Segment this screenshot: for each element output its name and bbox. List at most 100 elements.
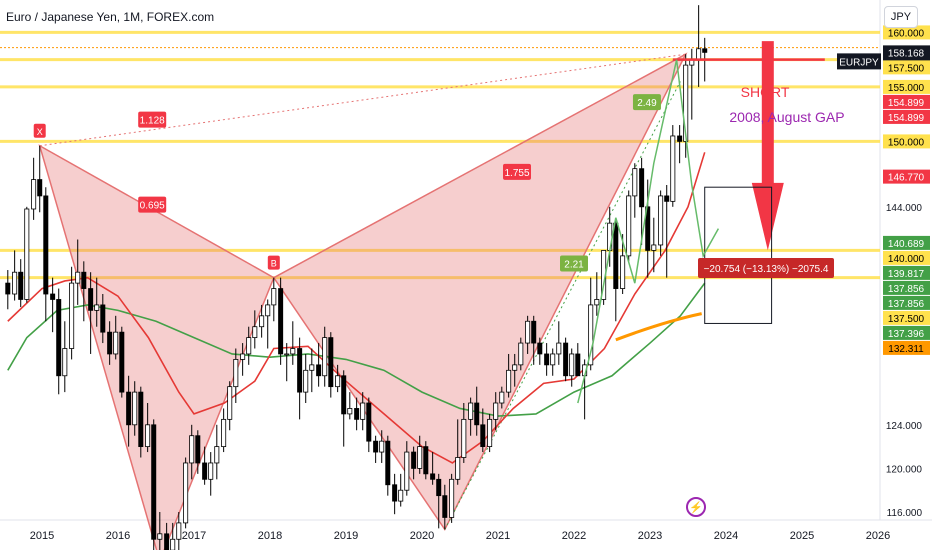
candle-body <box>189 435 195 464</box>
price-label-bg <box>883 250 930 265</box>
candle-body <box>309 364 315 371</box>
candle-body <box>512 364 518 371</box>
candle-body <box>119 331 125 393</box>
candle-body <box>107 331 113 355</box>
ratio-label: 2.21 <box>564 259 584 270</box>
candle-body <box>455 457 461 480</box>
candle-body <box>50 293 56 300</box>
candle-body <box>550 353 556 366</box>
candle-body <box>303 369 309 393</box>
price-label-bg <box>883 325 930 340</box>
short-label: SHORT <box>741 84 790 100</box>
projection-path <box>577 59 720 404</box>
price-label-bg <box>883 280 930 295</box>
orange-trend-line <box>615 312 702 342</box>
pattern-triangle-bcd <box>272 52 688 531</box>
candle-body <box>151 424 157 540</box>
year-tick: 2018 <box>258 530 282 542</box>
candle-body <box>658 195 664 246</box>
short-arrow-shaft <box>761 41 774 191</box>
short-arrow-head <box>751 182 784 251</box>
candle-body <box>696 48 702 61</box>
candle-body <box>75 271 81 284</box>
measure-box <box>704 186 773 324</box>
ratio-label-bg <box>138 111 167 128</box>
price-label: 140.689 <box>888 239 925 250</box>
price-label-bg <box>883 134 930 149</box>
ratio-label: 1.755 <box>504 168 529 179</box>
ratio-line-xd <box>39 53 686 147</box>
candle-body <box>24 208 30 300</box>
currency-button[interactable]: JPY <box>884 6 918 28</box>
candle-body <box>442 495 448 518</box>
price-label: 146.770 <box>888 173 925 184</box>
year-tick: 2024 <box>714 530 738 542</box>
candle-body <box>556 342 562 355</box>
price-label-bg <box>883 94 930 109</box>
price-axis[interactable]: 164.000144.000124.000120.000116.000160.0… <box>837 0 930 519</box>
candle-body <box>126 391 132 426</box>
candle-body <box>417 446 423 469</box>
price-tick: 120.000 <box>886 464 923 475</box>
candle-body <box>328 337 334 388</box>
candle-body <box>436 478 442 497</box>
candle-body <box>366 402 372 442</box>
candle-body <box>69 282 75 349</box>
price-label: 160.000 <box>888 28 925 39</box>
candle-body <box>468 402 474 420</box>
price-label: 132.311 <box>888 344 924 355</box>
candle-body <box>176 522 182 540</box>
ratio-line-bd <box>273 53 686 279</box>
candle-body <box>145 424 151 448</box>
candle-body <box>449 478 455 518</box>
price-label-bg <box>883 169 930 184</box>
candle-body <box>157 533 163 540</box>
time-axis[interactable]: 2015 2016 2017 2018 2019 2020 2021 2022 2023 2024… <box>30 530 890 542</box>
candle-body <box>341 375 347 415</box>
price-label: 139.817 <box>888 269 925 280</box>
candle-body <box>290 348 296 355</box>
candle-body <box>404 451 410 491</box>
price-label: 158.168 <box>888 48 925 59</box>
candle-body <box>31 179 37 210</box>
candle-body <box>170 538 176 550</box>
candle-body <box>183 462 189 524</box>
candle-body <box>195 435 201 464</box>
candle-body <box>233 359 239 388</box>
candle-body <box>227 386 233 420</box>
candle-body <box>430 473 436 480</box>
candle-body <box>81 271 87 289</box>
ratio-label: 1.128 <box>140 116 165 127</box>
year-tick: 2022 <box>562 530 586 542</box>
point-b-label: B <box>271 259 277 269</box>
candle-body <box>575 353 581 377</box>
candle-body <box>379 440 385 453</box>
year-tick: 2017 <box>182 530 206 542</box>
candle-body <box>423 446 429 475</box>
candle-body <box>265 304 271 317</box>
candle-body <box>677 135 683 142</box>
candle-body <box>62 348 68 377</box>
lightning-icon[interactable]: ⚡ <box>686 497 706 517</box>
candle-body <box>385 440 391 486</box>
candle-body <box>347 408 353 415</box>
candle-body <box>138 391 144 448</box>
price-label-bg <box>883 25 930 40</box>
candle-body <box>683 64 689 142</box>
symbol-title[interactable]: Euro / Japanese Yen, 1M, FOREX.com <box>6 10 215 24</box>
candle-body <box>392 484 398 502</box>
candle-body <box>335 375 341 388</box>
horizontal-levels <box>0 30 880 280</box>
candle-body <box>164 533 170 550</box>
measure-label-bg <box>698 258 834 279</box>
candles <box>5 5 708 550</box>
candle-body <box>702 48 708 53</box>
ratio-label-bg <box>503 163 531 180</box>
price-label-bg <box>883 109 930 124</box>
harmonic-pattern <box>38 52 688 550</box>
candle-body <box>594 299 600 306</box>
candle-body <box>670 135 676 202</box>
candle-body <box>354 408 360 420</box>
price-label: 137.396 <box>888 329 925 340</box>
